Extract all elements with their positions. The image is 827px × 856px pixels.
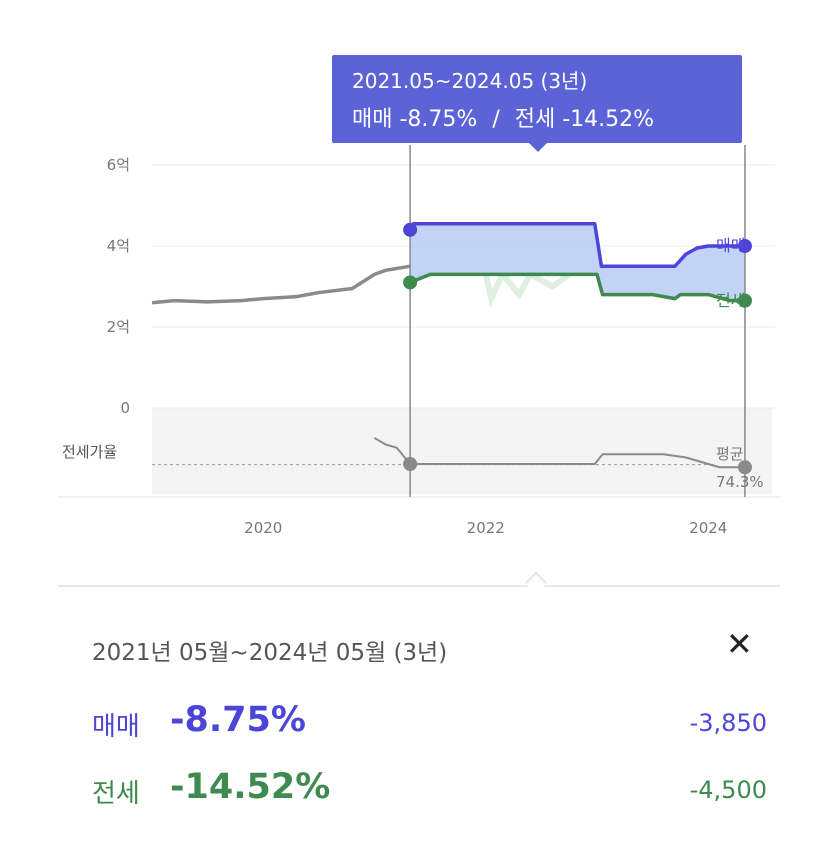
panel-period: 2021년 05월~2024년 05월 (3년): [92, 640, 448, 666]
sale-line: [408, 221, 745, 268]
ratio-end-point: [737, 460, 752, 475]
sale-jeonse-gap-area: [410, 223, 745, 301]
tooltip-jeonse-label: 전세: [514, 107, 556, 132]
jeonse-ratio-average-value: 74.3%: [716, 473, 764, 491]
jeonse-ratio-panel-bg: [152, 408, 772, 494]
tooltip-period: 2021.05~2024.05 (3년): [352, 69, 588, 93]
jeonse-label: 전세: [92, 779, 140, 809]
jeonse-start-point: [403, 275, 418, 290]
history-line: [151, 264, 411, 305]
tooltip-summary: 매매 -8.75% / 전세 -14.52%: [352, 101, 654, 133]
jeonse-ratio-label: 전세가율: [62, 443, 117, 461]
sale-end-point: [737, 239, 752, 253]
sale-change-amount: -3,850: [689, 709, 767, 737]
y-tick-label: 6억: [107, 156, 130, 174]
close-icon[interactable]: ✕: [726, 625, 753, 663]
x-tick-label: 2022: [467, 519, 505, 537]
y-tick-label: 4억: [107, 237, 130, 255]
jeonse-change-amount: -4,500: [689, 776, 767, 804]
period-tooltip: 2021.05~2024.05 (3년) 매매 -8.75% / 전세 -14.…: [332, 55, 742, 143]
x-tick-label: 2024: [689, 519, 727, 537]
panel-divider: [58, 585, 780, 587]
price-chart: 6억 4억 2억 0 2020 2022 2024 전세가율 평균 74.3% 매매 전세: [58, 145, 780, 537]
jeonse-ratio-line: [373, 437, 745, 469]
x-tick-label: 2020: [244, 519, 282, 537]
tooltip-pointer: [528, 142, 548, 152]
sale-label: 매매: [92, 712, 140, 742]
jeonse-end-label: 전세: [716, 291, 745, 310]
y-tick-label: 0: [120, 399, 130, 417]
x-tick-labels: 2020 2022 2024: [244, 519, 727, 537]
chart-marks: [151, 145, 752, 497]
tooltip-divider: /: [492, 107, 500, 132]
tooltip-sale-label: 매매: [352, 107, 393, 132]
jeonse-end-point: [737, 293, 752, 308]
tooltip-sale-pct: -8.75%: [399, 107, 478, 132]
jeonse-ratio-average-label: 평균: [716, 445, 744, 463]
sale-change-pct: -8.75%: [170, 700, 306, 740]
panel-pointer: [524, 571, 548, 595]
y-tick-labels: 6억 4억 2억 0: [107, 156, 130, 417]
jeonse-line: [409, 272, 745, 303]
y-tick-label: 2억: [107, 318, 130, 336]
volume-shading: [482, 268, 571, 308]
jeonse-change-pct: -14.52%: [170, 767, 331, 807]
sale-end-label: 매매: [716, 236, 745, 255]
tooltip-jeonse-pct: -14.52%: [562, 107, 655, 132]
ratio-start-point: [403, 457, 418, 471]
sale-start-point: [403, 222, 418, 237]
